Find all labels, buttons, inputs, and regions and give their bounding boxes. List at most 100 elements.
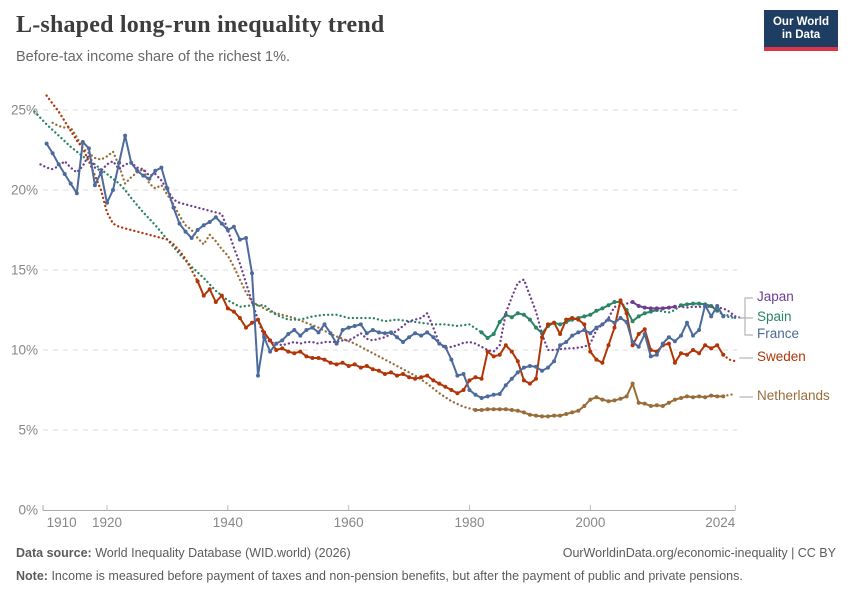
data-point-netherlands[interactable] (715, 394, 720, 399)
data-point-netherlands[interactable] (546, 414, 550, 419)
data-point-spain[interactable] (491, 332, 496, 336)
data-point-france[interactable] (382, 331, 387, 336)
data-point-japan[interactable] (666, 305, 671, 310)
data-point-sweden[interactable] (425, 373, 430, 378)
data-point-netherlands[interactable] (709, 393, 714, 398)
data-point-sweden[interactable] (250, 320, 254, 325)
data-point-france[interactable] (105, 200, 109, 205)
data-point-france[interactable] (431, 335, 436, 340)
data-point-france[interactable] (322, 322, 327, 327)
data-point-france[interactable] (250, 271, 254, 276)
data-point-france[interactable] (280, 338, 285, 343)
data-point-sweden[interactable] (540, 335, 544, 340)
data-point-france[interactable] (352, 324, 357, 328)
data-point-sweden[interactable] (473, 375, 478, 380)
data-point-spain[interactable] (648, 309, 653, 314)
data-point-sweden[interactable] (340, 360, 345, 365)
data-point-sweden[interactable] (201, 293, 206, 298)
data-point-spain[interactable] (691, 301, 695, 306)
data-point-sweden[interactable] (262, 330, 267, 335)
data-point-netherlands[interactable] (648, 404, 653, 408)
data-point-france[interactable] (709, 314, 714, 319)
data-point-sweden[interactable] (256, 317, 260, 322)
data-point-sweden[interactable] (280, 346, 285, 351)
data-point-france[interactable] (582, 328, 587, 332)
data-point-japan[interactable] (648, 306, 653, 311)
data-point-sweden[interactable] (413, 376, 418, 381)
data-point-netherlands[interactable] (576, 408, 581, 413)
data-point-netherlands[interactable] (588, 397, 593, 402)
data-point-france[interactable] (679, 333, 683, 338)
data-point-france[interactable] (570, 333, 575, 338)
data-point-sweden[interactable] (558, 332, 563, 336)
data-point-sweden[interactable] (322, 357, 327, 362)
data-point-netherlands[interactable] (685, 394, 689, 399)
data-point-netherlands[interactable] (497, 407, 502, 412)
data-point-spain[interactable] (697, 301, 702, 306)
data-point-sweden[interactable] (358, 365, 363, 370)
data-point-sweden[interactable] (521, 378, 526, 383)
data-point-sweden[interactable] (509, 349, 514, 354)
data-point-spain[interactable] (527, 317, 532, 322)
data-point-france[interactable] (62, 172, 67, 176)
data-point-france[interactable] (443, 344, 448, 349)
series-line-sweden[interactable] (722, 353, 737, 363)
data-point-france[interactable] (485, 394, 490, 399)
data-point-france[interactable] (50, 151, 55, 156)
data-point-france[interactable] (376, 330, 381, 335)
series-label-japan[interactable]: Japan (757, 289, 794, 304)
series-line-netherlands[interactable] (51, 121, 477, 412)
data-point-france[interactable] (56, 162, 61, 167)
data-point-sweden[interactable] (346, 364, 351, 368)
data-point-france[interactable] (576, 330, 581, 335)
data-point-sweden[interactable] (195, 279, 200, 284)
data-point-france[interactable] (691, 333, 695, 338)
data-point-sweden[interactable] (624, 311, 629, 316)
data-point-sweden[interactable] (564, 317, 569, 322)
data-point-sweden[interactable] (382, 372, 387, 376)
data-point-sweden[interactable] (672, 360, 677, 365)
data-point-france[interactable] (594, 325, 599, 330)
data-point-france[interactable] (304, 328, 309, 332)
data-point-sweden[interactable] (534, 376, 538, 381)
data-point-france[interactable] (292, 328, 297, 332)
data-point-netherlands[interactable] (703, 395, 708, 400)
data-point-france[interactable] (401, 340, 405, 344)
data-point-sweden[interactable] (292, 351, 297, 356)
data-point-netherlands[interactable] (618, 396, 623, 401)
data-point-france[interactable] (316, 330, 321, 335)
data-point-sweden[interactable] (715, 343, 720, 348)
data-point-france[interactable] (546, 365, 550, 370)
data-point-sweden[interactable] (570, 316, 575, 320)
data-point-netherlands[interactable] (491, 407, 496, 412)
data-point-sweden[interactable] (244, 325, 248, 330)
data-point-france[interactable] (135, 168, 140, 173)
data-point-france[interactable] (497, 392, 502, 396)
data-point-sweden[interactable] (219, 293, 224, 298)
data-point-japan[interactable] (654, 306, 659, 311)
data-point-sweden[interactable] (395, 373, 399, 378)
data-point-sweden[interactable] (310, 356, 315, 360)
data-point-france[interactable] (648, 354, 653, 359)
data-point-france[interactable] (183, 229, 188, 234)
data-point-france[interactable] (92, 183, 97, 188)
data-point-netherlands[interactable] (527, 412, 532, 417)
data-point-sweden[interactable] (328, 360, 333, 365)
data-point-netherlands[interactable] (515, 408, 520, 413)
data-point-sweden[interactable] (576, 317, 581, 322)
data-point-france[interactable] (697, 328, 702, 332)
data-point-spain[interactable] (612, 300, 617, 304)
series-label-sweden[interactable]: Sweden (757, 349, 806, 364)
data-point-sweden[interactable] (527, 381, 532, 386)
data-point-france[interactable] (612, 320, 617, 325)
data-point-france[interactable] (509, 376, 514, 381)
data-point-sweden[interactable] (298, 349, 303, 354)
data-point-sweden[interactable] (582, 322, 587, 327)
data-point-france[interactable] (473, 392, 478, 397)
data-point-sweden[interactable] (588, 349, 593, 354)
data-point-france[interactable] (685, 320, 689, 325)
data-point-france[interactable] (588, 331, 593, 336)
data-point-france[interactable] (618, 316, 623, 320)
data-point-france[interactable] (467, 388, 472, 392)
